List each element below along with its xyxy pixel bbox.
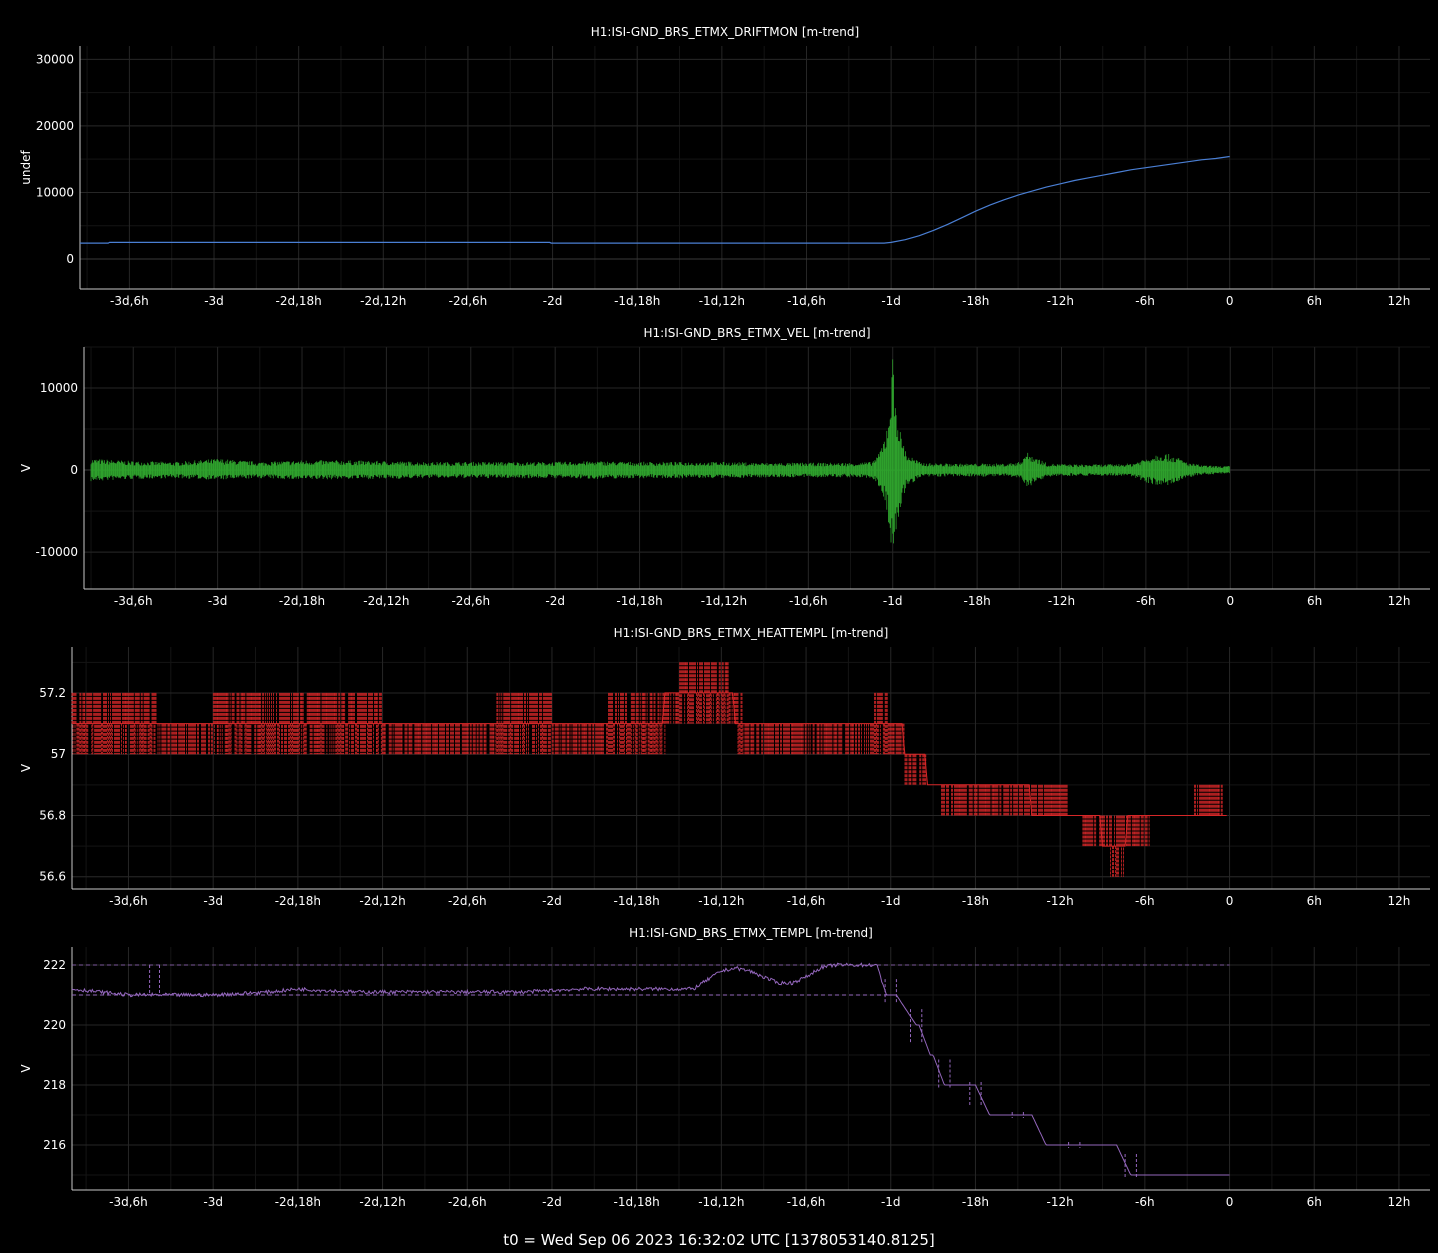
- y-tick-label: 57: [51, 747, 66, 761]
- x-tick-label: -1d,18h: [614, 894, 660, 908]
- y-tick-label: 218: [43, 1078, 66, 1092]
- series-mean: [72, 692, 1227, 847]
- x-tick-label: -6h: [1135, 294, 1155, 308]
- x-tick-label: -2d,6h: [448, 1195, 487, 1209]
- x-tick-label: 6h: [1307, 894, 1322, 908]
- y-tick-label: 0: [70, 463, 78, 477]
- y-tick-label: 56.8: [39, 808, 66, 822]
- x-tick-label: -1d: [881, 1195, 901, 1209]
- x-tick-label: -12h: [1047, 1195, 1074, 1209]
- x-tick-label: -1d,6h: [787, 894, 826, 908]
- x-tick-label: -2d,18h: [275, 894, 321, 908]
- x-tick-label: -3d,6h: [109, 1195, 148, 1209]
- y-tick-label: 220: [43, 1018, 66, 1032]
- x-tick-label: -2d,12h: [360, 294, 406, 308]
- y-tick-label: 57.2: [39, 686, 66, 700]
- x-tick-label: -6h: [1135, 894, 1155, 908]
- x-tick-label: -3d: [203, 894, 223, 908]
- panel-2: H1:ISI-GND_BRS_ETMX_VEL [m-trend] V -10000…: [19, 326, 1430, 608]
- x-tick-label: -3d: [208, 594, 228, 608]
- x-tick-label: -18h: [964, 594, 991, 608]
- panel-title: H1:ISI-GND_BRS_ETMX_HEATTEMPL [m-trend]: [614, 626, 889, 640]
- x-tick-label: -1d,6h: [787, 1195, 826, 1209]
- panel-title: H1:ISI-GND_BRS_ETMX_TEMPL [m-trend]: [629, 926, 873, 940]
- x-tick-label: -6h: [1136, 594, 1156, 608]
- y-tick-label: 0: [66, 252, 74, 266]
- y-axis-label: V: [19, 1064, 33, 1073]
- x-tick-label: -1d,12h: [701, 594, 747, 608]
- x-tick-label: -3d,6h: [110, 294, 149, 308]
- x-tick-label: 6h: [1307, 1195, 1322, 1209]
- x-tick-label: -1d,6h: [787, 294, 826, 308]
- series-mean: [71, 962, 1230, 1176]
- footer-t0: t0 = Wed Sep 06 2023 16:32:02 UTC [13780…: [503, 1231, 935, 1249]
- y-axis-label: V: [19, 763, 33, 772]
- x-tick-label: -2d,12h: [359, 894, 405, 908]
- panel-4: H1:ISI-GND_BRS_ETMX_TEMPL [m-trend] V 216 2…: [19, 926, 1430, 1209]
- x-tick-label: -1d: [881, 294, 901, 308]
- x-tick-label: -1d,18h: [614, 1195, 660, 1209]
- x-tick-label: -18h: [962, 1195, 989, 1209]
- x-tick-label: -18h: [962, 894, 989, 908]
- y-tick-label: 30000: [36, 52, 74, 66]
- x-tick-label: -3d: [204, 294, 224, 308]
- x-tick-label: 6h: [1307, 594, 1322, 608]
- x-tick-label: -12h: [1048, 594, 1075, 608]
- y-tick-label: 10000: [36, 185, 74, 199]
- x-tick-label: -1d,18h: [614, 294, 660, 308]
- x-tick-label: -2d,6h: [451, 594, 490, 608]
- x-tick-label: -2d: [542, 1195, 562, 1209]
- x-tick-label: -2d,12h: [363, 594, 409, 608]
- panel-3: H1:ISI-GND_BRS_ETMX_HEATTEMPL [m-trend] V…: [19, 626, 1430, 908]
- x-tick-label: 12h: [1388, 894, 1411, 908]
- x-tick-label: 0: [1226, 594, 1234, 608]
- series-minmax: [71, 662, 1223, 877]
- panel-1: H1:ISI-GND_BRS_ETMX_DRIFTMON [m-trend] un…: [19, 25, 1430, 308]
- x-tick-label: 12h: [1388, 1195, 1411, 1209]
- x-tick-label: 0: [1226, 294, 1234, 308]
- x-tick-label: -1d,6h: [789, 594, 828, 608]
- x-tick-label: -1d: [881, 894, 901, 908]
- x-tick-label: -2d,18h: [276, 294, 322, 308]
- series-envelope: [90, 359, 1230, 544]
- x-tick-label: -2d,18h: [275, 1195, 321, 1209]
- panel-title: H1:ISI-GND_BRS_ETMX_DRIFTMON [m-trend]: [591, 25, 859, 39]
- x-tick-label: -18h: [962, 294, 989, 308]
- x-tick-label: -2d: [543, 294, 563, 308]
- x-tick-label: -12h: [1047, 294, 1074, 308]
- x-tick-label: -12h: [1047, 894, 1074, 908]
- x-tick-label: -6h: [1135, 1195, 1155, 1209]
- x-tick-label: -2d,12h: [359, 1195, 405, 1209]
- x-tick-label: -3d,6h: [114, 594, 153, 608]
- x-tick-label: 0: [1226, 1195, 1234, 1209]
- y-tick-label: 20000: [36, 119, 74, 133]
- x-tick-label: -1d: [883, 594, 903, 608]
- x-tick-label: -3d: [203, 1195, 223, 1209]
- x-tick-label: 12h: [1388, 294, 1411, 308]
- y-tick-label: -10000: [35, 545, 78, 559]
- x-tick-label: -3d,6h: [109, 894, 148, 908]
- x-tick-label: -1d,12h: [698, 1195, 744, 1209]
- y-tick-label: 216: [43, 1138, 66, 1152]
- x-tick-label: 0: [1226, 894, 1234, 908]
- x-tick-label: 6h: [1307, 294, 1322, 308]
- y-tick-label: 10000: [40, 381, 78, 395]
- x-tick-label: -2d: [542, 894, 562, 908]
- x-tick-label: -2d,18h: [279, 594, 325, 608]
- y-tick-label: 222: [43, 958, 66, 972]
- y-tick-label: 56.6: [39, 870, 66, 884]
- x-tick-label: -1d,12h: [699, 294, 745, 308]
- series-line: [80, 155, 1230, 244]
- y-axis-label: undef: [19, 150, 33, 185]
- y-axis-label: V: [19, 463, 33, 472]
- x-tick-label: -1d,12h: [698, 894, 744, 908]
- x-tick-label: -2d: [545, 594, 565, 608]
- x-tick-label: -2d,6h: [449, 294, 488, 308]
- x-tick-label: -1d,18h: [616, 594, 662, 608]
- panel-title: H1:ISI-GND_BRS_ETMX_VEL [m-trend]: [643, 326, 870, 340]
- x-tick-label: 12h: [1388, 594, 1411, 608]
- x-tick-label: -2d,6h: [448, 894, 487, 908]
